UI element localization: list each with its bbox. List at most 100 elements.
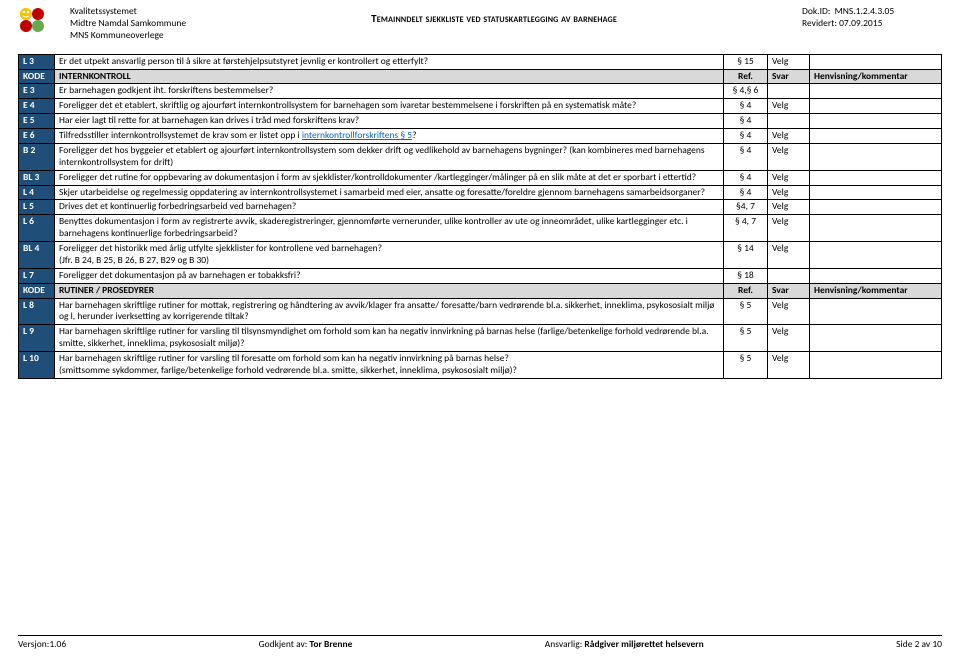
row-desc: Har barnehagen skriftlige rutiner for va… (55, 325, 724, 352)
header-org: Kvalitetssystemet Midtre Namdal Samkommu… (70, 6, 186, 42)
row-comment[interactable] (810, 54, 942, 69)
section-ref-header: Ref. (724, 69, 768, 84)
row-comment[interactable] (810, 129, 942, 144)
row-ref: § 4 (724, 143, 768, 170)
page-footer: Versjon:1.06 Godkjent av: Tor Brenne Ans… (18, 635, 942, 650)
row-code: L 9 (19, 325, 55, 352)
row-comment[interactable] (810, 352, 942, 379)
row-ref: § 5 (724, 352, 768, 379)
checklist-table: L 3Er det utpekt ansvarlig person til å … (18, 54, 942, 379)
row-svar[interactable]: Velg (768, 215, 810, 242)
row-ref: § 4 (724, 99, 768, 114)
section-code: KODE (19, 283, 55, 298)
section-henv-header: Henvisning/kommentar (810, 283, 942, 298)
row-svar[interactable]: Velg (768, 54, 810, 69)
row-ref: § 4, 7 (724, 215, 768, 242)
row-code: L 5 (19, 200, 55, 215)
row-svar[interactable] (768, 268, 810, 283)
row-svar[interactable]: Velg (768, 143, 810, 170)
row-ref: § 4 (724, 170, 768, 185)
row-svar[interactable] (768, 84, 810, 99)
row-code: L 3 (19, 54, 55, 69)
section-ref-header: Ref. (724, 283, 768, 298)
row-svar[interactable]: Velg (768, 200, 810, 215)
row-comment[interactable] (810, 200, 942, 215)
row-ref: § 18 (724, 268, 768, 283)
row-ref: § 15 (724, 54, 768, 69)
row-comment[interactable] (810, 215, 942, 242)
row-svar[interactable]: Velg (768, 352, 810, 379)
row-ref: § 4 (724, 185, 768, 200)
row-code: B 2 (19, 143, 55, 170)
row-desc: Har eier lagt til rette for at barnehage… (55, 114, 724, 129)
versjon-value: 1.06 (49, 638, 66, 650)
row-svar[interactable] (768, 114, 810, 129)
row-comment[interactable] (810, 143, 942, 170)
row-comment[interactable] (810, 99, 942, 114)
row-ref: §4, 7 (724, 200, 768, 215)
row-code: L 8 (19, 298, 55, 325)
page-number: Side 2 av 10 (896, 638, 942, 650)
row-code: BL 3 (19, 170, 55, 185)
row-desc: Har barnehagen skriftlige rutiner for va… (55, 352, 724, 379)
org-line-2: Midtre Namdal Samkommune (70, 18, 186, 30)
row-code: BL 4 (19, 242, 55, 269)
dokid-value: MNS.1.2.4.3.05 (835, 5, 895, 17)
document-title: Temainndelt sjekkliste ved statuskartleg… (186, 6, 802, 25)
row-svar[interactable]: Velg (768, 99, 810, 114)
section-code: KODE (19, 69, 55, 84)
row-code: L 7 (19, 268, 55, 283)
row-svar[interactable]: Velg (768, 185, 810, 200)
row-comment[interactable] (810, 114, 942, 129)
row-desc: Er barnehagen godkjent iht. forskriftens… (55, 84, 724, 99)
row-desc: Foreligger det hos byggeier et etablert … (55, 143, 724, 170)
row-ref: § 5 (724, 325, 768, 352)
row-code: E 5 (19, 114, 55, 129)
row-comment[interactable] (810, 268, 942, 283)
row-svar[interactable]: Velg (768, 242, 810, 269)
section-henv-header: Henvisning/kommentar (810, 69, 942, 84)
row-ref: § 14 (724, 242, 768, 269)
godkjent-label: Godkjent av: (259, 638, 308, 650)
row-desc: Tilfredsstiller internkontrollsystemet d… (55, 129, 724, 144)
row-svar[interactable]: Velg (768, 298, 810, 325)
godkjent-value: Tor Brenne (310, 638, 353, 650)
section-title: RUTINER / PROSEDYRER (55, 283, 724, 298)
row-svar[interactable]: Velg (768, 325, 810, 352)
row-code: E 4 (19, 99, 55, 114)
header-meta: Dok.ID: MNS.1.2.4.3.05 Revidert: 07.09.2… (802, 6, 942, 30)
row-comment[interactable] (810, 185, 942, 200)
section-title: INTERNKONTROLL (55, 69, 724, 84)
row-comment[interactable] (810, 170, 942, 185)
row-code: L 10 (19, 352, 55, 379)
row-code: L 6 (19, 215, 55, 242)
section-svar-header: Svar (768, 69, 810, 84)
row-svar[interactable]: Velg (768, 170, 810, 185)
row-ref: § 4 (724, 114, 768, 129)
ansvarlig-label: Ansvarlig: (545, 638, 582, 650)
row-code: E 3 (19, 84, 55, 99)
logo-icon (18, 6, 62, 36)
row-ref: § 4 (724, 129, 768, 144)
versjon-label: Versjon: (18, 638, 49, 650)
row-svar[interactable]: Velg (768, 129, 810, 144)
row-desc: Foreligger det et etablert, skriftlig og… (55, 99, 724, 114)
row-code: L 4 (19, 185, 55, 200)
row-comment[interactable] (810, 298, 942, 325)
revidert-value: 07.09.2015 (839, 17, 882, 29)
row-desc: Skjer utarbeidelse og regelmessig oppdat… (55, 185, 724, 200)
row-code: E 6 (19, 129, 55, 144)
page-header: Kvalitetssystemet Midtre Namdal Samkommu… (0, 0, 960, 44)
section-svar-header: Svar (768, 283, 810, 298)
row-comment[interactable] (810, 242, 942, 269)
row-ref: § 5 (724, 298, 768, 325)
row-comment[interactable] (810, 84, 942, 99)
org-line-3: MNS Kommuneoverlege (70, 30, 186, 42)
row-ref: § 4,§ 6 (724, 84, 768, 99)
revidert-label: Revidert: (802, 17, 837, 29)
row-comment[interactable] (810, 325, 942, 352)
row-desc: Drives det et kontinuerlig forbedringsar… (55, 200, 724, 215)
row-desc: Benyttes dokumentasjon i form av registr… (55, 215, 724, 242)
dokid-label: Dok.ID: (802, 5, 830, 17)
row-desc: Er det utpekt ansvarlig person til å sik… (55, 54, 724, 69)
